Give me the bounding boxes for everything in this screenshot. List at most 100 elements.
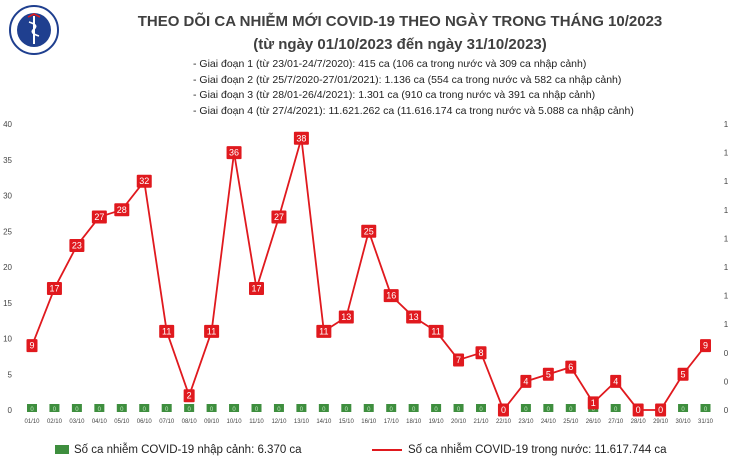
data-label-box xyxy=(542,367,554,381)
x-tick-label: 27/10 xyxy=(608,419,624,425)
data-label: 32 xyxy=(139,176,149,186)
x-tick-label: 02/10 xyxy=(47,419,63,425)
bar-value-label: 0 xyxy=(592,407,596,413)
x-tick-label: 12/10 xyxy=(271,419,287,425)
x-tick-label: 23/10 xyxy=(518,419,534,425)
y-left-tick-label: 20 xyxy=(3,263,12,272)
bar-imported xyxy=(27,404,37,412)
bar-value-label: 0 xyxy=(120,407,124,413)
bar-imported xyxy=(610,404,621,412)
x-tick-label: 17/10 xyxy=(384,419,400,425)
bar-imported xyxy=(341,404,352,412)
data-label-box xyxy=(475,346,487,360)
x-tick-label: 10/10 xyxy=(227,419,243,425)
bar-value-label: 0 xyxy=(569,407,573,413)
data-label: 9 xyxy=(29,341,34,351)
bar-imported xyxy=(363,404,374,412)
y-right-tick-label: 1 xyxy=(724,292,729,301)
chart-title: THEO DÕI CA NHIỄM MỚI COVID-19 THEO NGÀY… xyxy=(137,13,663,30)
bar-value-label: 0 xyxy=(255,407,259,413)
x-tick-label: 25/10 xyxy=(563,419,579,425)
data-label: 38 xyxy=(296,133,306,143)
bar-value-label: 0 xyxy=(165,407,169,413)
data-label: 11 xyxy=(319,326,328,336)
y-left-tick-label: 25 xyxy=(3,227,12,236)
y-right-tick-label: 1 xyxy=(724,149,729,158)
legend-label-imported: Số ca nhiễm COVID-19 nhập cảnh: 6.370 ca xyxy=(74,444,302,456)
legend-item-domestic: Số ca nhiễm COVID-19 trong nước: 11.617.… xyxy=(372,444,667,456)
data-label-box xyxy=(406,310,422,324)
phase-summary-item: - Giai đoạn 2 (từ 25/7/2020-27/01/2021):… xyxy=(193,73,622,86)
y-right-tick-label: 1 xyxy=(724,177,729,186)
data-label-box xyxy=(497,403,509,417)
y-right-tick-label: 1 xyxy=(724,234,729,243)
phase-summary-list: - Giai đoạn 1 (từ 23/01-24/7/2020): 415 … xyxy=(193,57,634,119)
y-right-tick-label: 1 xyxy=(724,120,729,129)
x-tick-label: 08/10 xyxy=(182,419,198,425)
bar-imported xyxy=(296,404,307,412)
data-label-box xyxy=(91,210,107,224)
chart-subtitle: (từ ngày 01/10/2023 đến ngày 31/10/2023) xyxy=(253,36,547,53)
bar-imported xyxy=(386,404,397,412)
data-label-box xyxy=(249,281,264,295)
bar-value-label: 0 xyxy=(30,407,34,413)
x-tick-label: 22/10 xyxy=(496,419,512,425)
data-label: 5 xyxy=(546,369,551,379)
x-tick-label: 14/10 xyxy=(316,419,332,425)
x-tick-label: 01/10 xyxy=(24,419,40,425)
data-label: 6 xyxy=(568,362,573,372)
y-left-tick-label: 0 xyxy=(8,406,13,415)
data-label-box xyxy=(114,203,130,217)
y-right-tick-label: 1 xyxy=(724,206,729,215)
x-tick-label: 31/10 xyxy=(698,419,714,425)
data-label: 9 xyxy=(703,341,708,351)
x-tick-label: 19/10 xyxy=(429,419,445,425)
data-label-box xyxy=(159,324,175,338)
data-label: 0 xyxy=(658,405,663,415)
data-label-box xyxy=(655,403,667,417)
bar-imported xyxy=(206,404,217,412)
phase-summary-item: - Giai đoạn 4 (từ 27/4/2021): 11.621.262… xyxy=(193,104,634,117)
y-left-tick-label: 35 xyxy=(3,156,12,165)
bar-imported xyxy=(678,404,689,412)
bar-imported xyxy=(543,404,554,412)
data-label-box xyxy=(520,374,532,388)
data-label-box xyxy=(565,360,577,374)
bar-imported xyxy=(431,404,442,412)
bar-value-label: 0 xyxy=(479,407,483,413)
x-tick-label: 11/10 xyxy=(249,419,264,425)
data-label: 0 xyxy=(636,405,641,415)
data-label: 4 xyxy=(613,376,618,386)
bar-value-label: 0 xyxy=(53,407,57,413)
y-left-tick-label: 30 xyxy=(3,192,12,201)
bar-value-label: 0 xyxy=(300,407,304,413)
data-label-box xyxy=(69,239,85,253)
y-left-tick-label: 5 xyxy=(8,370,13,379)
bar-value-label: 0 xyxy=(98,407,102,413)
data-label: 4 xyxy=(523,376,528,386)
bar-imported xyxy=(139,404,150,412)
bar-imported xyxy=(273,404,284,412)
bar-value-label: 0 xyxy=(232,407,236,413)
data-label: 11 xyxy=(207,326,216,336)
data-label: 1 xyxy=(591,398,596,408)
bar-value-label: 0 xyxy=(524,407,528,413)
data-label-box xyxy=(46,281,62,295)
data-label-box xyxy=(700,339,711,353)
data-label: 13 xyxy=(341,312,351,322)
x-tick-label: 18/10 xyxy=(406,419,422,425)
data-label-box xyxy=(204,324,220,338)
data-label-box xyxy=(226,146,242,160)
legend-swatch-bar xyxy=(55,445,69,455)
data-label: 11 xyxy=(162,326,171,336)
y-left-tick-label: 15 xyxy=(3,299,12,308)
data-label: 36 xyxy=(229,148,239,158)
bar-value-label: 0 xyxy=(614,407,618,413)
y-left-tick-label: 40 xyxy=(3,120,12,129)
y-right-tick-label: 0 xyxy=(724,377,729,386)
bar-imported xyxy=(184,404,195,412)
x-tick-label: 15/10 xyxy=(339,419,355,425)
data-label-box xyxy=(136,174,152,188)
bar-value-label: 0 xyxy=(367,407,371,413)
